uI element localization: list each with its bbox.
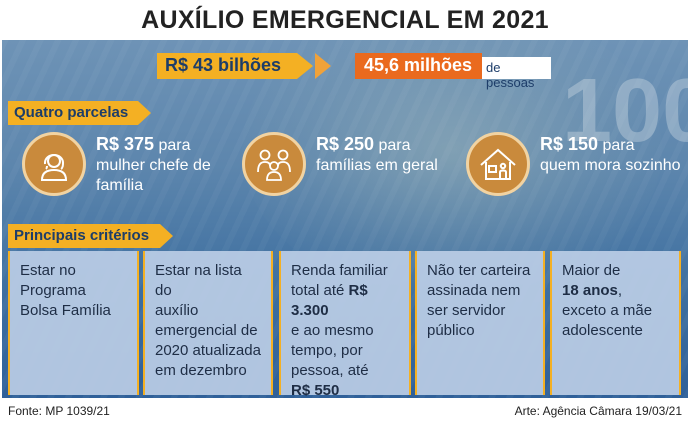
page-title: AUXÍLIO EMERGENCIAL EM 2021 (141, 6, 549, 34)
criterion-line: exceto a mãe (562, 302, 653, 319)
criterion-box: Maior de 18 anos, exceto a mãe adolescen… (550, 251, 681, 395)
banknote-watermark: 100 (562, 60, 688, 180)
house-icon (466, 132, 530, 196)
installment-text: R$ 375 para mulher chefe de família (96, 134, 211, 196)
installment-value: R$ 375 (96, 134, 155, 154)
criterion-highlight: R$ 550 (291, 382, 340, 398)
installment-line: família (96, 177, 144, 194)
installment-text: R$ 150 para quem mora sozinho (540, 134, 681, 176)
criterion-line: Bolsa Família (20, 302, 111, 319)
installment-value: R$ 250 (316, 134, 375, 154)
criterion-line: público (427, 322, 475, 339)
criterion-line: 2020 atualizada (155, 342, 261, 359)
criterion-line: assinada nem (427, 282, 521, 299)
criterion-line: em dezembro (155, 362, 247, 379)
installment-line: quem mora sozinho (540, 157, 681, 174)
installment-value: R$ 150 (540, 134, 599, 154)
criterion-line: Estar no (20, 262, 76, 279)
criterion-line: Renda familiar (291, 262, 388, 279)
woman-icon (22, 132, 86, 196)
chevron-arrow-icon (297, 53, 424, 79)
criterion-line: emergencial de (155, 322, 258, 339)
installments-section-label: Quatro parcelas (8, 101, 151, 125)
installment-line: para (374, 137, 411, 154)
criterion-box: Renda familiar total até R$ 3.300 e ao m… (279, 251, 411, 398)
installment-item: R$ 375 para mulher chefe de família (22, 132, 242, 202)
criterion-line: Não ter carteira (427, 262, 531, 279)
criterion-line: tempo, por (291, 342, 363, 359)
criteria-section-label: Principais critérios (8, 224, 173, 248)
criterion-line: , (617, 282, 623, 299)
source-note: Fonte: MP 1039/21 (8, 404, 110, 418)
installment-line: para (154, 137, 191, 154)
criterion-line: Maior de (562, 262, 621, 279)
criterion-box: Estar na lista do auxílio emergencial de… (143, 251, 273, 395)
installment-line: mulher chefe de (96, 157, 211, 174)
installment-line: para (598, 137, 635, 154)
criterion-line: Estar na lista do (155, 262, 242, 299)
credit-note: Arte: Agência Câmara 19/03/21 (514, 404, 682, 418)
criterion-line: Programa (20, 282, 86, 299)
total-people-badge: 45,6 milhões (355, 53, 482, 79)
criterion-line: auxílio (155, 302, 199, 319)
installment-item: R$ 250 para famílias em geral (242, 132, 442, 202)
installment-line: famílias em geral (316, 157, 438, 174)
installment-item: R$ 150 para quem mora sozinho (466, 132, 686, 202)
criterion-line: total até (291, 282, 349, 299)
family-icon (242, 132, 306, 196)
criterion-box: Estar no Programa Bolsa Família (8, 251, 139, 395)
installment-text: R$ 250 para famílias em geral (316, 134, 438, 176)
criterion-highlight: 18 anos (562, 282, 618, 299)
criterion-line: ser servidor (427, 302, 506, 319)
criterion-line: e ao mesmo (291, 322, 374, 339)
total-amount-badge: R$ 43 bilhões (157, 53, 297, 79)
chevron-arrow-icon (315, 53, 441, 79)
criterion-line: pessoa, até (291, 362, 369, 379)
criterion-box: Não ter carteira assinada nem ser servid… (415, 251, 545, 395)
total-people-unit: de pessoas (482, 57, 551, 90)
infographic-panel: 100 R$ 43 bilhões 45,6 milhões de pessoa… (2, 40, 688, 398)
criterion-line: adolescente (562, 322, 643, 339)
criterion-highlight: R$ 3.300 (291, 282, 368, 319)
